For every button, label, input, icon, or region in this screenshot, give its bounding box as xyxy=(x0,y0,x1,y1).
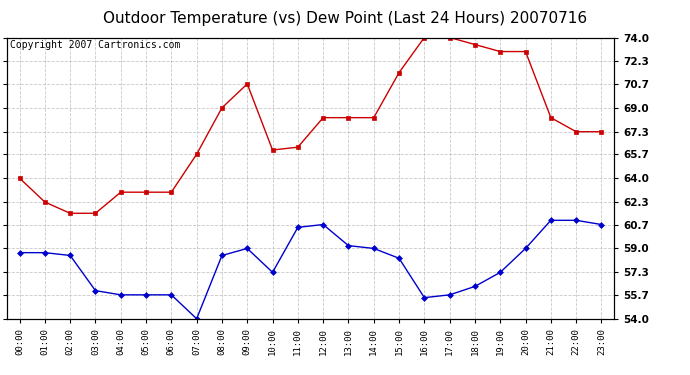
Text: Copyright 2007 Cartronics.com: Copyright 2007 Cartronics.com xyxy=(10,40,180,50)
Text: Outdoor Temperature (vs) Dew Point (Last 24 Hours) 20070716: Outdoor Temperature (vs) Dew Point (Last… xyxy=(103,11,587,26)
